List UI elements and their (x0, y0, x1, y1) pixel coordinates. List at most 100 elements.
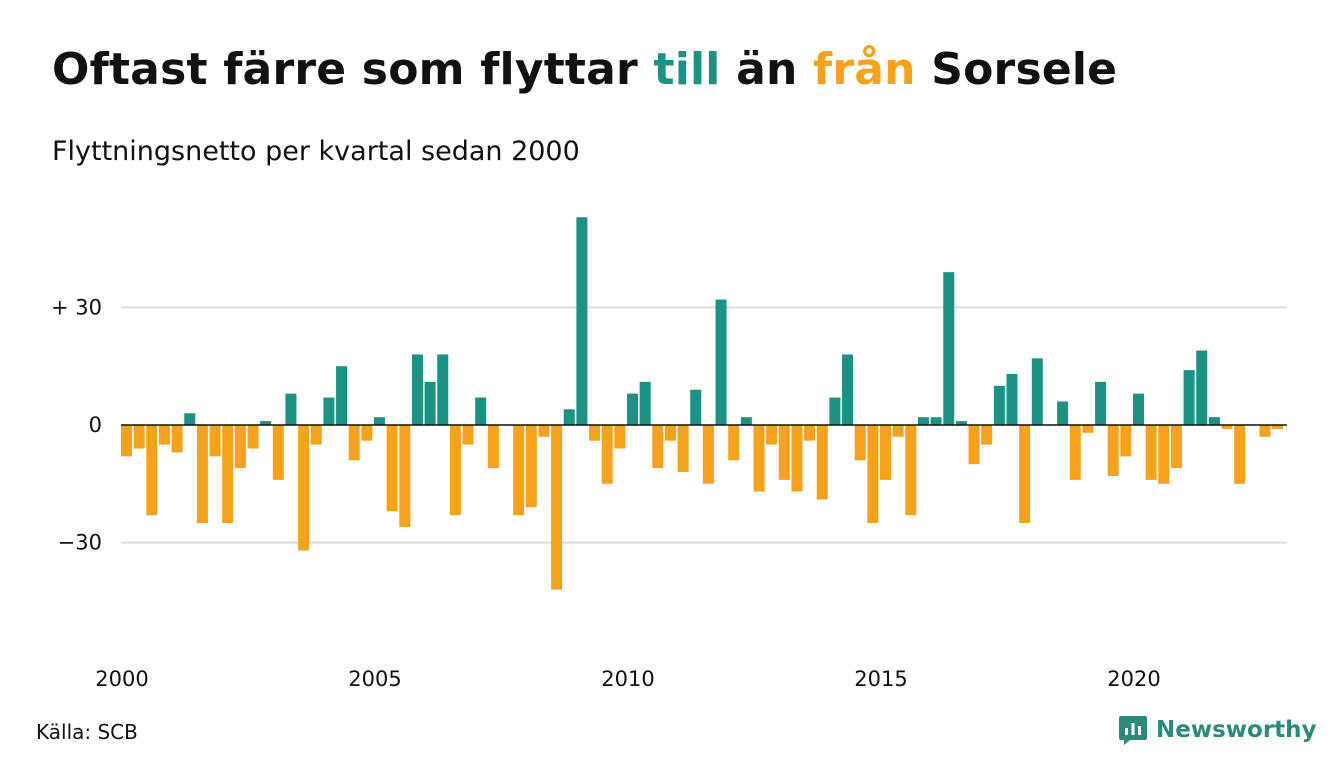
x-tick-label: 2000 (95, 667, 148, 691)
bar (829, 397, 841, 425)
bar (487, 425, 499, 469)
y-axis-ticks: + 30 0 −30 (51, 295, 102, 554)
bar (1145, 425, 1157, 480)
bar (702, 425, 714, 484)
bar (1158, 425, 1170, 484)
bar (260, 421, 272, 425)
bar (1057, 401, 1069, 425)
bar (336, 366, 348, 425)
bar (740, 417, 752, 425)
bar (804, 425, 816, 441)
bar (475, 397, 487, 425)
bar (1259, 425, 1271, 437)
x-tick-label: 2015 (854, 667, 907, 691)
bar (1031, 358, 1043, 425)
title-text-3: Sorsele (915, 44, 1118, 95)
bar (576, 217, 588, 425)
bar (627, 393, 638, 425)
bar (816, 425, 828, 500)
bar (133, 425, 145, 449)
bar (1120, 425, 1132, 457)
bar (766, 425, 778, 445)
bar (209, 425, 221, 457)
bar-chart: + 30 0 −30 2000 2005 2010 2015 2020 (51, 217, 1287, 691)
bar (1082, 425, 1094, 433)
bar (639, 381, 651, 425)
x-axis-ticks: 2000 2005 2010 2015 2020 (95, 667, 1160, 691)
bar (563, 409, 575, 425)
bar (753, 425, 765, 492)
bar (310, 425, 322, 445)
bar (374, 417, 385, 425)
bar (905, 425, 917, 516)
bar (323, 397, 335, 425)
bar (677, 425, 689, 473)
bar (247, 425, 259, 449)
bar (614, 425, 626, 449)
bar (158, 425, 170, 445)
bar (171, 425, 183, 453)
bar (1006, 374, 1018, 425)
newsworthy-logo-icon (1119, 716, 1147, 745)
source-credit: Källa: SCB (36, 720, 138, 744)
bar (968, 425, 980, 465)
bar (196, 425, 208, 523)
bar (386, 425, 398, 512)
x-tick-label: 2020 (1107, 667, 1160, 691)
bar (842, 354, 854, 425)
bar (880, 425, 891, 480)
bar (551, 425, 563, 590)
bar (437, 354, 449, 425)
gridlines (121, 306, 1287, 544)
brand-name: Newsworthy (1156, 717, 1317, 743)
bar (981, 425, 993, 445)
bar (348, 425, 360, 461)
y-tick-label: 0 (89, 413, 102, 437)
chart-subtitle: Flyttningsnetto per kvartal sedan 2000 (52, 136, 580, 167)
bar (867, 425, 879, 523)
bar (184, 413, 196, 425)
bar (538, 425, 550, 437)
bar (917, 417, 929, 425)
bar (1208, 417, 1220, 425)
bar (1107, 425, 1119, 476)
title-word-fran: från (813, 44, 916, 95)
bar (1196, 350, 1208, 425)
bar (728, 425, 740, 461)
bar (652, 425, 664, 469)
bar (121, 425, 132, 457)
bar (854, 425, 866, 461)
bar (778, 425, 790, 480)
bar (234, 425, 246, 469)
bar (1019, 425, 1031, 523)
chart-title: Oftast färre som flyttar till än från So… (52, 44, 1117, 95)
bar (1133, 393, 1144, 425)
x-tick-label: 2010 (601, 667, 654, 691)
bar (272, 425, 284, 480)
bar (424, 381, 436, 425)
bar (930, 417, 942, 425)
bar (525, 425, 537, 508)
bar (993, 385, 1005, 425)
title-word-till: till (653, 44, 721, 95)
y-tick-label: −30 (58, 531, 102, 555)
bar (449, 425, 461, 516)
bar (1234, 425, 1246, 484)
bar (146, 425, 158, 516)
bar (513, 425, 525, 516)
bar (955, 421, 967, 425)
bar (222, 425, 234, 523)
title-text-1: Oftast färre som flyttar (52, 44, 654, 95)
bar (601, 425, 613, 484)
bar (298, 425, 310, 551)
bar (715, 299, 727, 425)
bar (1272, 425, 1284, 429)
bar (1069, 425, 1081, 480)
bar (892, 425, 904, 437)
bar (285, 393, 297, 425)
bar (589, 425, 601, 441)
bar (411, 354, 423, 425)
x-tick-label: 2005 (348, 667, 401, 691)
title-text-2: än (720, 44, 814, 95)
bar (361, 425, 373, 441)
